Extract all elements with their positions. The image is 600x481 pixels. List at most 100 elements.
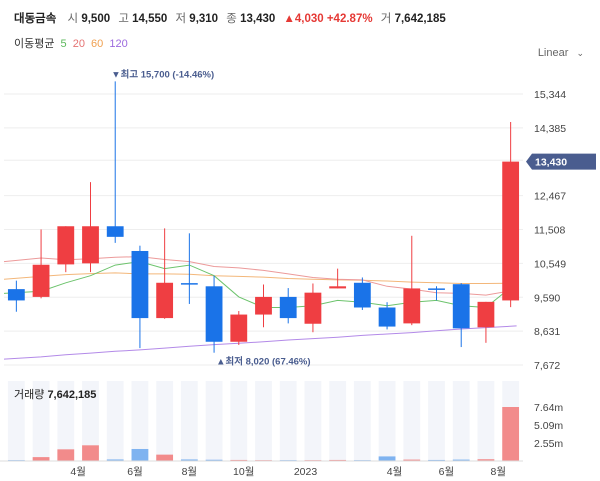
volume-bar (106, 459, 124, 461)
candle-body (82, 226, 99, 264)
volume-bar (32, 457, 50, 461)
candle-body (180, 283, 198, 285)
volume-slot (156, 381, 174, 461)
volume-bar (502, 407, 520, 461)
ma-120[interactable]: 120 (109, 38, 128, 50)
price-tick: 7,672 (534, 360, 560, 372)
volume-slot (304, 381, 322, 461)
candle-body (477, 301, 495, 328)
candle-body (7, 289, 25, 301)
volume-slot (353, 381, 371, 461)
annotations: ▼최고 15,700 (-14.46%) ▲최저 8,020 (67.46%) (111, 68, 310, 367)
ma-60[interactable]: 60 (91, 38, 104, 50)
current-price-label: 13,430 (535, 157, 567, 169)
ma60-line (3, 272, 517, 284)
stock-header: 대동금속 시 9,500 고 14,550 저 9,310 종 13,430 ▲… (14, 10, 451, 26)
candle (279, 288, 297, 324)
price-tick: 10,549 (534, 258, 566, 270)
x-tick: 8월 (182, 466, 198, 478)
candle-body (255, 296, 272, 315)
volume-slot (279, 381, 297, 461)
price-tick: 15,344 (534, 89, 566, 101)
candle (7, 280, 25, 312)
volume-slot (255, 381, 272, 461)
volume-value: 7,642,185 (394, 13, 446, 25)
volume-slot (378, 381, 396, 461)
low-annotation: ▲최저 8,020 (67.46%) (216, 356, 310, 368)
volume-slot (230, 381, 248, 461)
candle (403, 235, 421, 326)
candle-body (353, 282, 371, 308)
high-annotation: ▼최고 15,700 (-14.46%) (111, 68, 214, 80)
high-label: 고 (118, 13, 129, 25)
candle-body (329, 286, 347, 289)
volume-slot (205, 381, 223, 461)
candle-body (304, 292, 322, 324)
candle-body (428, 288, 445, 290)
candle-body (32, 264, 50, 297)
volume-slot (7, 381, 25, 461)
volume-bars (7, 407, 520, 462)
scale-label: Linear (537, 47, 569, 59)
chevron-down-icon: ⌄ (576, 48, 584, 58)
volume-slot (477, 381, 495, 461)
volume-bar (180, 459, 198, 461)
volume-bar (131, 448, 149, 461)
candle (32, 229, 50, 299)
price-tick: 9,590 (534, 292, 560, 304)
axes: 15,344 14,385 12,467 11,508 10,549 9,590 8,631… (0, 89, 596, 478)
candle (57, 226, 75, 273)
volume-bar (57, 449, 75, 461)
x-tick: 10월 (233, 466, 254, 478)
volume-bar (329, 459, 347, 461)
x-tick: 4월 (387, 466, 403, 478)
candle-body (378, 307, 396, 327)
candle-body (452, 284, 470, 329)
candle (230, 311, 248, 345)
volume-bar (82, 445, 99, 461)
volume-tick: 7.64m (534, 402, 563, 414)
volume-bar (205, 459, 223, 461)
volume-slot (329, 381, 347, 461)
candle-body (279, 296, 297, 319)
candle-body (131, 250, 149, 319)
current-price-badge (526, 153, 596, 170)
price-tick: 14,385 (534, 123, 566, 135)
candle (156, 228, 174, 319)
ma-legend[interactable]: 이동평균 5 20 60 120 (14, 35, 131, 51)
volume-legend-value: 7,642,185 (47, 389, 97, 401)
close-label: 종 (226, 13, 237, 25)
open-value: 9,500 (81, 13, 111, 25)
scale-dropdown[interactable]: Linear ⌄ (538, 47, 584, 59)
candle (304, 283, 322, 333)
volume-background (7, 381, 520, 461)
candle (428, 286, 445, 301)
volume-slot (82, 381, 99, 461)
candle (378, 302, 396, 330)
close-value: 13,430 (240, 13, 276, 25)
candle (329, 268, 347, 289)
volume-bar (378, 456, 396, 461)
ma-20[interactable]: 20 (72, 38, 85, 50)
candle-body (230, 314, 248, 342)
change-value: ▲4,030 (283, 13, 324, 25)
candle (255, 284, 272, 328)
volume-slot (180, 381, 198, 461)
price-tick: 8,631 (534, 326, 560, 338)
candle (131, 245, 149, 349)
x-tick: 6월 (127, 466, 143, 478)
x-tick: 6월 (439, 466, 455, 478)
candle (106, 81, 124, 243)
volume-bar (452, 459, 470, 461)
candle (477, 301, 495, 343)
ma-5[interactable]: 5 (60, 38, 67, 50)
price-tick: 12,467 (534, 191, 566, 203)
volume-legend: 거래량 7,642,185 (14, 386, 96, 402)
volume-slot (106, 381, 124, 461)
candle (205, 275, 223, 353)
volume-slot (57, 381, 75, 461)
candle-body (106, 226, 124, 237)
volume-legend-label: 거래량 (14, 389, 45, 401)
high-value: 14,550 (132, 13, 168, 25)
x-tick: 2023 (294, 466, 318, 478)
